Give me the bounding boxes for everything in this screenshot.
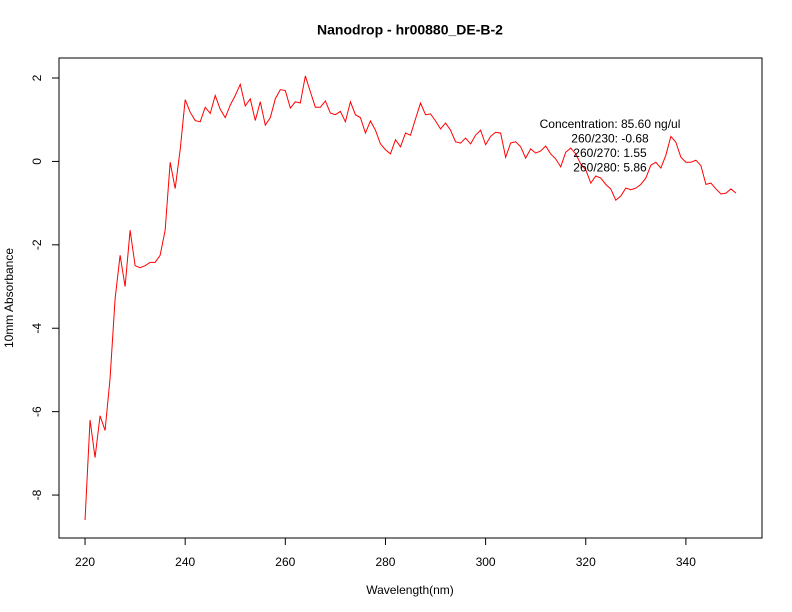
y-tick-label: -2: [30, 239, 44, 250]
y-tick-label: -6: [30, 406, 44, 417]
y-tick-label: 2: [30, 74, 44, 81]
chart-title: Nanodrop - hr00880_DE-B-2: [317, 22, 503, 38]
y-tick-label: 0: [30, 158, 44, 165]
x-tick-label: 260: [275, 555, 295, 569]
data-line: [84, 75, 737, 521]
x-tick-label: 320: [576, 555, 596, 569]
annotation: 260/230: -0.68: [571, 132, 649, 146]
x-tick-label: 340: [676, 555, 696, 569]
annotation: Concentration: 85.60 ng/ul: [540, 117, 681, 131]
y-tick-label: -8: [30, 489, 44, 500]
x-tick-label: 300: [476, 555, 496, 569]
annotation: 260/270: 1.55: [573, 146, 647, 160]
x-axis-label: Wavelength(nm): [366, 583, 454, 597]
x-tick-label: 220: [75, 555, 95, 569]
annotation: 260/280: 5.86: [573, 161, 647, 175]
x-tick-label: 280: [375, 555, 395, 569]
y-tick-label: -4: [30, 323, 44, 334]
x-tick-label: 240: [175, 555, 195, 569]
y-axis-label: 10mm Absorbance: [2, 248, 16, 348]
